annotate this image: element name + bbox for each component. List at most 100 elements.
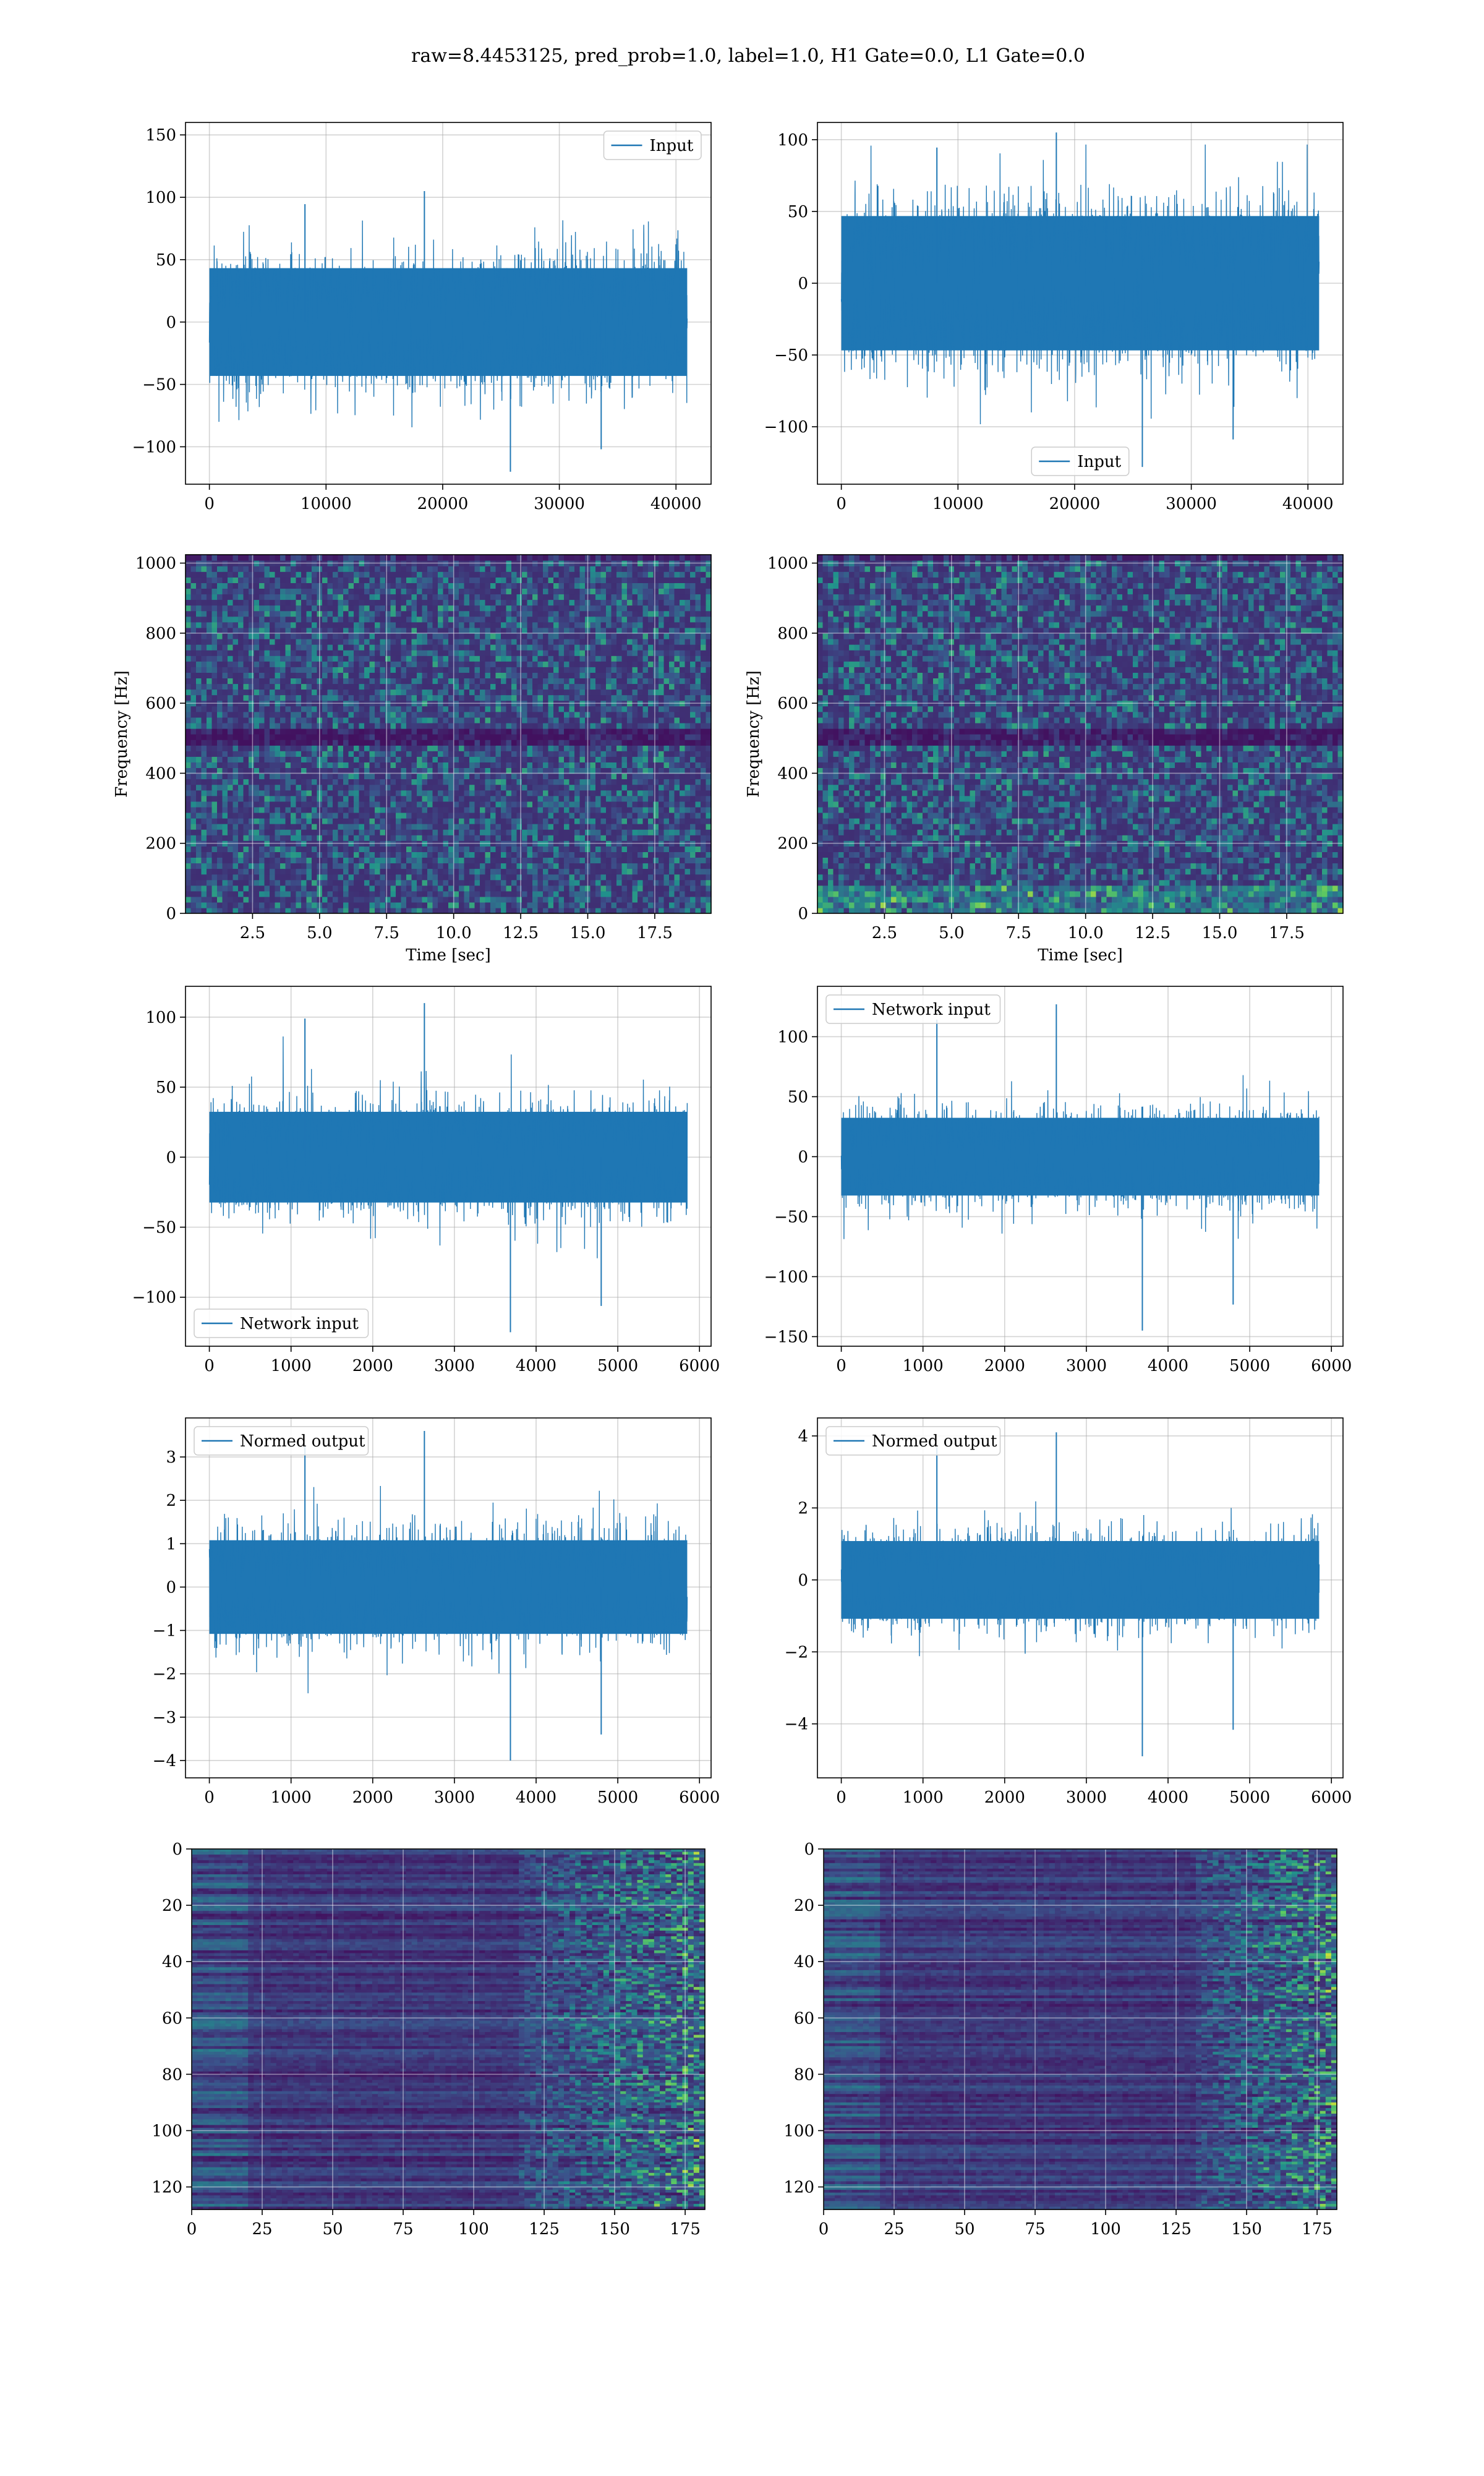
spectrogram-h1-cell <box>595 751 601 757</box>
spectrogram-h1-cell <box>228 695 233 701</box>
spectrogram-h1-cell <box>296 874 302 881</box>
spectrogram-h1-cell <box>328 728 333 735</box>
spectrogram-h1-cell <box>422 908 428 914</box>
spectrogram-h1-cell <box>296 728 302 735</box>
spectrogram-h1-cell <box>480 740 485 746</box>
spectrogram-h1-cell <box>448 897 454 903</box>
spectrogram-h1-cell <box>616 734 622 740</box>
spectrogram-h1-cell <box>448 723 454 729</box>
spectrogram-h1-cell <box>506 695 512 701</box>
spectrogram-h1-cell <box>480 801 485 808</box>
spectrogram-h1-cell <box>559 796 565 802</box>
spectrogram-h1-cell <box>522 818 527 824</box>
spectrogram-h1-cell <box>391 897 396 903</box>
spectrogram-h1-cell <box>375 818 380 824</box>
spectrogram-h1-cell <box>659 785 664 791</box>
spectrogram-h1-cell <box>233 874 239 881</box>
spectrogram-h1-cell <box>553 751 559 757</box>
spectrogram-h1-cell <box>664 762 670 768</box>
spectrogram-h1-cell <box>291 734 296 740</box>
spectrogram-h1-cell <box>280 852 286 858</box>
spectrogram-h1-cell <box>385 773 391 779</box>
spectrogram-h1-cell <box>475 874 480 881</box>
spectrogram-h1-cell <box>485 897 491 903</box>
spectrogram-h1-cell <box>433 796 438 802</box>
spectrogram-h1-cell <box>375 723 380 729</box>
spectrogram-h1-cell <box>301 706 307 712</box>
spectrogram-h1-cell <box>443 857 449 863</box>
spectrogram-h1-cell <box>553 756 559 762</box>
spectrogram-h1-cell <box>417 695 422 701</box>
input-l1-ytick-label: −100 <box>764 418 808 437</box>
spectrogram-h1-cell <box>480 796 485 802</box>
spectrogram-h1-cell <box>254 886 260 892</box>
spectrogram-h1-cell <box>291 801 296 808</box>
spectrogram-h1-cell <box>659 790 664 796</box>
spectrogram-h1-cell <box>228 712 233 718</box>
spectrogram-h1-cell <box>569 824 575 830</box>
spectrogram-h1-cell <box>685 846 691 852</box>
spectrogram-h1-cell <box>328 869 333 875</box>
spectrogram-h1-cell <box>443 824 449 830</box>
spectrogram-h1-cell <box>217 751 223 757</box>
spectrogram-h1-cell <box>680 779 685 785</box>
spectrogram-h1-cell <box>286 852 291 858</box>
spectrogram-h1-cell <box>202 897 207 903</box>
spectrogram-h1-cell <box>406 902 412 908</box>
spectrogram-h1-cell <box>359 813 365 819</box>
spectrogram-h1-cell <box>627 734 633 740</box>
spectrogram-h1-cell <box>564 846 569 852</box>
spectrogram-h1-cell <box>517 874 522 881</box>
spectrogram-h1-cell <box>343 762 349 768</box>
spectrogram-h1-cell <box>364 734 370 740</box>
spectrogram-h1-cell <box>448 717 454 724</box>
spectrogram-h1-cell <box>485 863 491 869</box>
spectrogram-h1-cell <box>648 835 654 841</box>
spectrogram-h1-cell <box>480 779 485 785</box>
spectrogram-h1-cell <box>680 824 685 830</box>
spectrogram-h1-cell <box>574 874 580 881</box>
spectrogram-h1-cell <box>543 818 548 824</box>
spectrogram-h1-cell <box>480 734 485 740</box>
spectrogram-h1-cell <box>595 829 601 835</box>
spectrogram-h1-cell <box>338 846 344 852</box>
spectrogram-h1-cell <box>417 824 422 830</box>
spectrogram-h1-cell <box>564 874 569 881</box>
spectrogram-h1-cell <box>265 734 270 740</box>
spectrogram-h1-cell <box>328 897 333 903</box>
spectrogram-h1-cell <box>469 740 475 746</box>
spectrogram-h1-cell <box>664 852 670 858</box>
spectrogram-h1-cell <box>633 886 638 892</box>
spectrogram-h1-cell <box>438 818 443 824</box>
spectrogram-h1-cell <box>249 762 254 768</box>
spectrogram-h1-cell <box>338 818 344 824</box>
spectrogram-h1-cell <box>191 740 197 746</box>
spectrogram-h1-cell <box>654 706 659 712</box>
spectrogram-h1-cell <box>548 790 554 796</box>
spectrogram-h1-cell <box>627 857 633 863</box>
spectrogram-h1-cell <box>427 745 433 751</box>
spectrogram-h1-cell <box>638 835 643 841</box>
spectrogram-h1-cell <box>564 785 569 791</box>
spectrogram-h1-cell <box>333 902 338 908</box>
spectrogram-h1-cell <box>406 835 412 841</box>
spectrogram-h1-cell <box>438 857 443 863</box>
spectrogram-h1-cell <box>202 829 207 835</box>
spectrogram-h1-cell <box>506 897 512 903</box>
spectrogram-h1-cell <box>259 846 265 852</box>
spectrogram-h1-cell <box>696 824 701 830</box>
spectrogram-h1-cell <box>286 813 291 819</box>
spectrogram-h1-cell <box>553 897 559 903</box>
spectrogram-h1-cell <box>612 908 617 914</box>
spectrogram-h1-cell <box>349 734 354 740</box>
spectrogram-h1-cell <box>380 723 386 729</box>
spectrogram-h1-cell <box>270 824 275 830</box>
spectrogram-h1-cell <box>275 773 281 779</box>
spectrogram-h1-cell <box>359 863 365 869</box>
spectrogram-h1-cell <box>244 740 249 746</box>
spectrogram-h1-cell <box>506 790 512 796</box>
spectrogram-h1-cell <box>385 835 391 841</box>
spectrogram-h1-cell <box>427 762 433 768</box>
spectrogram-h1-cell <box>490 869 496 875</box>
spectrogram-h1-cell <box>396 807 401 813</box>
